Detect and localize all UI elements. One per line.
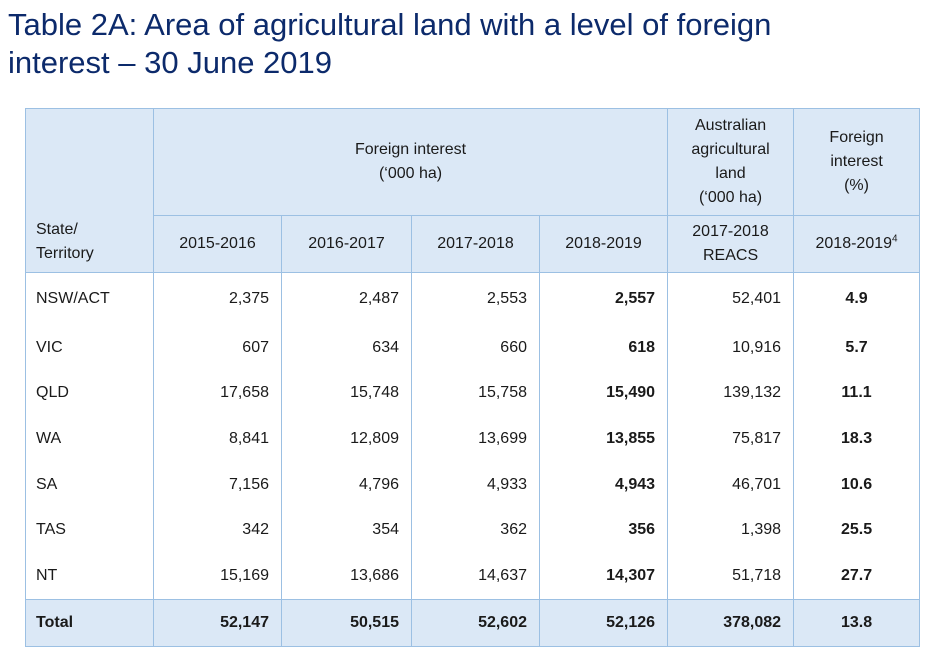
total-row: Total 52,147 50,515 52,602 52,126 378,08… — [25, 598, 921, 647]
total-2018-2019: 52,126 — [538, 598, 669, 647]
page-title: Table 2A: Area of agricultural land with… — [8, 6, 908, 82]
cell-2015-2016: 17,658 — [153, 370, 282, 417]
cell-2016-2017: 4,796 — [281, 461, 412, 508]
cell-pct: 11.1 — [793, 370, 921, 417]
cell-aus-land: 1,398 — [667, 507, 795, 553]
total-2015-2016: 52,147 — [153, 598, 282, 647]
header-foreign-interest-line-2: (‘000 ha) — [378, 165, 443, 182]
cell-aus-land: 75,817 — [667, 416, 795, 462]
header-pct-line-3: (%) — [844, 177, 869, 194]
cell-pct: 10.6 — [793, 461, 921, 508]
cell-2015-2016: 607 — [153, 325, 282, 371]
table-row: WA 8,841 12,809 13,699 13,855 75,817 18.… — [25, 416, 921, 462]
table-row: QLD 17,658 15,748 15,758 15,490 139,132 … — [25, 370, 921, 417]
total-aus-land: 378,082 — [667, 598, 795, 647]
header-state-territory: State/ Territory — [25, 108, 154, 273]
cell-2016-2017: 13,686 — [281, 552, 412, 600]
cell-state: NT — [25, 552, 154, 600]
cell-2017-2018: 13,699 — [411, 416, 540, 462]
cell-aus-land: 46,701 — [667, 461, 795, 508]
cell-2015-2016: 7,156 — [153, 461, 282, 508]
header-reacs: 2017-2018 REACS — [667, 215, 795, 273]
cell-pct: 27.7 — [793, 552, 921, 600]
header-aus-line-4: (‘000 ha) — [698, 189, 763, 206]
cell-2017-2018: 2,553 — [411, 272, 540, 325]
header-year-2016-2017: 2016-2017 — [281, 215, 412, 273]
header-year-2015-2016: 2015-2016 — [153, 215, 282, 273]
cell-2018-2019: 356 — [538, 507, 669, 553]
cell-2017-2018: 14,637 — [411, 552, 540, 600]
cell-2016-2017: 634 — [281, 325, 412, 371]
cell-pct: 25.5 — [793, 507, 921, 553]
cell-2017-2018: 15,758 — [411, 370, 540, 417]
agricultural-land-table: State/ Territory Foreign interest (‘000 … — [25, 108, 921, 647]
cell-2016-2017: 2,487 — [281, 272, 412, 325]
cell-2018-2019: 4,943 — [538, 461, 669, 508]
header-aus-line-3: land — [715, 165, 746, 182]
cell-2015-2016: 15,169 — [153, 552, 282, 600]
cell-state: TAS — [25, 507, 154, 553]
cell-2016-2017: 354 — [281, 507, 412, 553]
cell-2018-2019: 618 — [538, 325, 669, 371]
title-line-2: interest – 30 June 2019 — [8, 45, 333, 80]
cell-aus-land: 51,718 — [667, 552, 795, 600]
table-row: VIC 607 634 660 618 10,916 5.7 — [25, 325, 921, 371]
header-pct-year: 2018-20194 — [793, 215, 921, 273]
cell-2018-2019: 14,307 — [538, 552, 669, 600]
cell-aus-land: 10,916 — [667, 325, 795, 371]
header-aus-line-2: agricultural — [691, 141, 770, 158]
cell-pct: 4.9 — [793, 272, 921, 325]
cell-2017-2018: 362 — [411, 507, 540, 553]
header-year-2017-2018: 2017-2018 — [411, 215, 540, 273]
header-foreign-interest-pct: Foreign interest (%) — [793, 108, 921, 216]
header-foreign-interest: Foreign interest (‘000 ha) — [152, 108, 669, 216]
cell-state: NSW/ACT — [25, 272, 154, 325]
table-row: TAS 342 354 362 356 1,398 25.5 — [25, 507, 921, 553]
footnote-marker: 4 — [892, 233, 898, 245]
cell-2018-2019: 2,557 — [538, 272, 669, 325]
header-aus-line-1: Australian — [694, 117, 767, 134]
total-2016-2017: 50,515 — [281, 598, 412, 647]
cell-2015-2016: 2,375 — [153, 272, 282, 325]
total-2017-2018: 52,602 — [411, 598, 540, 647]
cell-state: QLD — [25, 370, 154, 417]
table-row: NSW/ACT 2,375 2,487 2,553 2,557 52,401 4… — [25, 272, 921, 325]
title-line-1: Table 2A: Area of agricultural land with… — [8, 7, 772, 42]
cell-state: WA — [25, 416, 154, 462]
cell-2016-2017: 15,748 — [281, 370, 412, 417]
header-reacs-line-1: 2017-2018 — [692, 223, 769, 240]
table-row: SA 7,156 4,796 4,933 4,943 46,701 10.6 — [25, 461, 921, 508]
cell-2018-2019: 13,855 — [538, 416, 669, 462]
cell-pct: 5.7 — [793, 325, 921, 371]
header-pct-year-label: 2018-2019 — [815, 235, 893, 252]
header-pct-line-1: Foreign — [829, 129, 884, 146]
total-pct: 13.8 — [793, 598, 921, 647]
cell-2017-2018: 660 — [411, 325, 540, 371]
cell-2017-2018: 4,933 — [411, 461, 540, 508]
cell-state: VIC — [25, 325, 154, 371]
header-year-2018-2019: 2018-2019 — [538, 215, 669, 273]
cell-aus-land: 139,132 — [667, 370, 795, 417]
cell-2015-2016: 8,841 — [153, 416, 282, 462]
cell-2016-2017: 12,809 — [281, 416, 412, 462]
cell-state: SA — [25, 461, 154, 508]
header-pct-line-2: interest — [830, 153, 883, 170]
cell-aus-land: 52,401 — [667, 272, 795, 325]
cell-2015-2016: 342 — [153, 507, 282, 553]
header-australian-agricultural-land: Australian agricultural land (‘000 ha) — [667, 108, 795, 216]
header-reacs-line-2: REACS — [702, 247, 759, 264]
header-foreign-interest-line-1: Foreign interest — [354, 141, 467, 158]
cell-2018-2019: 15,490 — [538, 370, 669, 417]
table-row: NT 15,169 13,686 14,637 14,307 51,718 27… — [25, 552, 921, 600]
header-state-line-1: State/ — [36, 221, 78, 238]
header-state-line-2: Territory — [36, 245, 94, 262]
cell-pct: 18.3 — [793, 416, 921, 462]
total-label: Total — [25, 598, 154, 647]
